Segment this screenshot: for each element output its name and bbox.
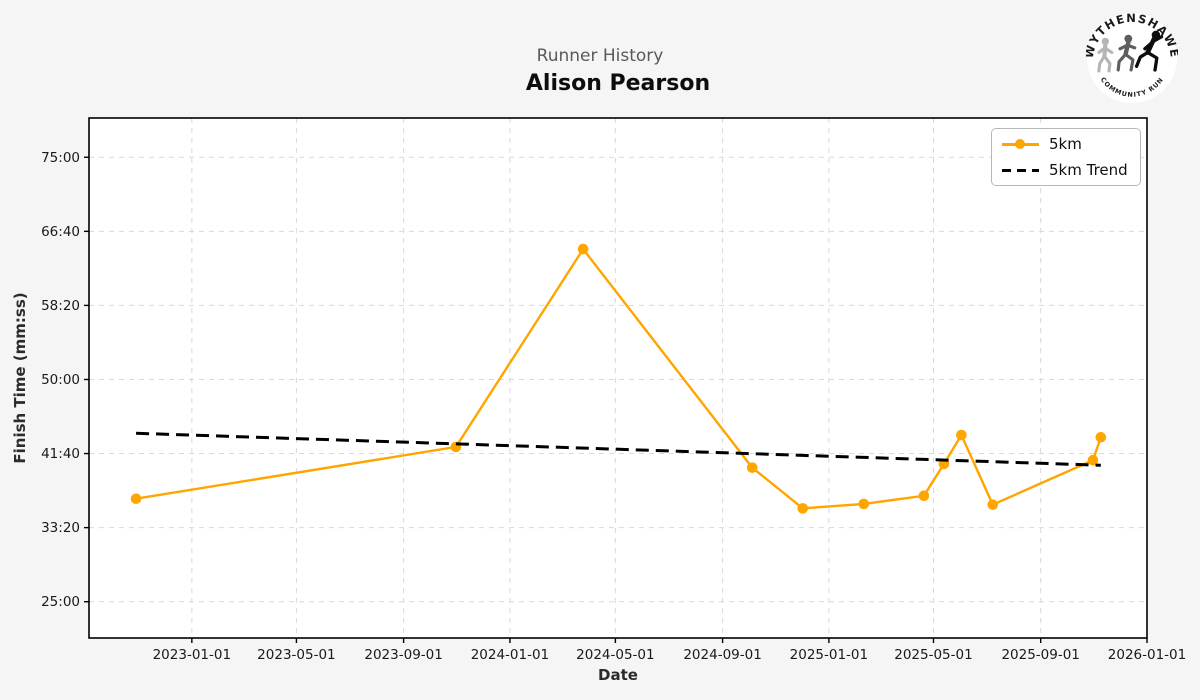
y-tick-label: 75:00 [41, 150, 80, 166]
x-tick-label: 2024-01-01 [471, 647, 549, 663]
x-tick-label: 2023-09-01 [364, 647, 442, 663]
community-run-logo: WYTHENSHAWE COMMUNITY RUN [1086, 12, 1178, 104]
x-tick-label: 2024-05-01 [576, 647, 654, 663]
x-tick-label: 2025-09-01 [1001, 647, 1079, 663]
data-point-marker [1095, 431, 1107, 443]
legend-item-5km: 5km [1002, 133, 1130, 155]
5km-line-swatch [1002, 138, 1039, 150]
data-point-marker [918, 490, 930, 502]
series-line-5km [135, 247, 1102, 510]
y-tick-label: 50:00 [41, 372, 80, 388]
x-tick-label: 2026-01-01 [1108, 647, 1186, 663]
5km-trend-swatch [1002, 164, 1039, 176]
y-tick-label: 33:20 [41, 520, 80, 536]
x-tick-label: 2023-05-01 [257, 647, 335, 663]
plot-area [89, 118, 1147, 638]
data-point-marker [987, 499, 999, 510]
runner-silhouette-sprinter [1134, 30, 1164, 72]
data-point-marker [746, 462, 758, 473]
axes-spines [88, 117, 1148, 639]
data-point-marker [130, 493, 142, 505]
y-axis-label: Finish Time (mm:ss) [11, 292, 29, 463]
runner-silhouette-jogger [1116, 34, 1137, 72]
trend-line [136, 431, 1101, 467]
data-point-marker [797, 503, 809, 514]
x-tick-label: 2023-01-01 [153, 647, 231, 663]
runner-silhouette-walker [1097, 37, 1114, 73]
x-tick-label: 2025-01-01 [790, 647, 868, 663]
5km-marker-sample [1015, 139, 1025, 149]
legend-label-5km: 5km [1049, 135, 1082, 153]
data-point-marker [577, 243, 589, 255]
x-tick-label: 2024-09-01 [683, 647, 761, 663]
5km-trend-line-sample [1002, 168, 1039, 172]
runner-name-title: Alison Pearson [525, 71, 711, 96]
data-point-marker [1087, 454, 1099, 466]
x-axis-label: Date [598, 666, 638, 684]
data-point-marker [956, 429, 967, 441]
chart-supertitle: Runner History [536, 46, 664, 66]
y-tick-label: 58:20 [41, 298, 80, 314]
y-tick-label: 25:00 [41, 594, 80, 610]
x-tick-label: 2025-05-01 [894, 647, 972, 663]
data-point-marker [858, 498, 870, 510]
y-tick-label: 41:40 [41, 446, 80, 462]
legend-item-5km-trend: 5km Trend [1002, 159, 1130, 181]
y-tick-label: 66:40 [41, 224, 80, 240]
legend: 5km 5km Trend [991, 128, 1141, 186]
legend-label-5km-trend: 5km Trend [1049, 161, 1128, 179]
